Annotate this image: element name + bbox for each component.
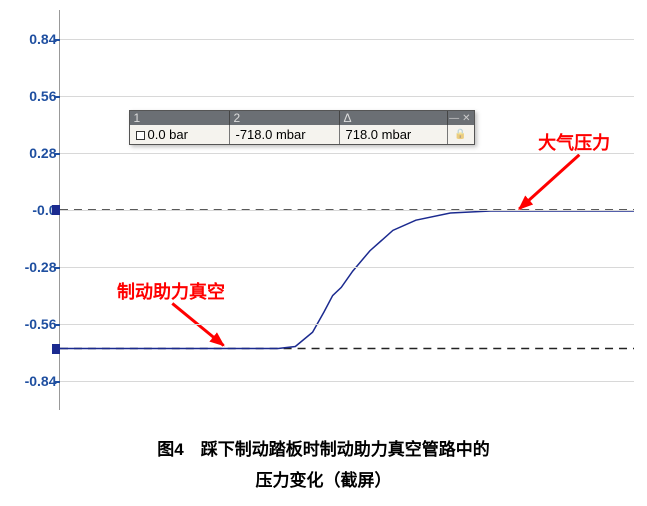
panel-value-text: -718.0 mbar <box>236 127 306 142</box>
axis-marker <box>52 205 60 215</box>
panel-header-cell: 2 <box>230 111 340 125</box>
series-swatch-icon <box>136 131 145 140</box>
y-tick-mark <box>54 39 60 41</box>
annotation-arrow <box>519 155 579 209</box>
y-tick-label: 0.84 <box>29 31 56 47</box>
plot-area: 大气压力制动助力真空 1 0.0 bar 2 -718.0 mbar Δ 718.0 mba… <box>59 10 634 410</box>
y-tick-label: -0.56 <box>25 316 57 332</box>
panel-header-cell: 1 <box>130 111 230 125</box>
gridline-h <box>60 39 634 40</box>
annotation-label-atm: 大气压力 <box>538 129 610 155</box>
gridline-h <box>60 267 634 268</box>
gridline-h <box>60 210 634 211</box>
y-tick-mark <box>54 381 60 383</box>
measurement-panel[interactable]: 1 0.0 bar 2 -718.0 mbar Δ 718.0 mbar —✕ 🔒 <box>129 110 475 145</box>
close-icon[interactable]: ✕ <box>462 113 470 124</box>
y-tick-mark <box>54 267 60 269</box>
panel-value-text: 0.0 bar <box>148 127 188 142</box>
gridline-h <box>60 324 634 325</box>
y-tick-mark <box>54 324 60 326</box>
gridline-h <box>60 381 634 382</box>
axis-marker <box>52 344 60 354</box>
y-tick-label: 0.56 <box>29 88 56 104</box>
panel-value-cell: 0.0 bar <box>130 125 230 144</box>
y-tick-mark <box>54 153 60 155</box>
panel-value-text: 718.0 mbar <box>346 127 412 142</box>
annotation-label-vac: 制动助力真空 <box>117 278 225 304</box>
chart-container: 0.840.560.28-0.0-0.28-0.56-0.84 大气压力制动助力… <box>14 10 634 410</box>
caption-line1: 图4 踩下制动踏板时制动助力真空管路中的 <box>10 435 637 466</box>
panel-header-cell: Δ <box>340 111 448 125</box>
minimize-icon[interactable]: — <box>449 113 459 124</box>
y-tick-label: -0.84 <box>25 373 57 389</box>
panel-value-cell: -718.0 mbar <box>230 125 340 144</box>
panel-value-cell: 718.0 mbar <box>340 125 448 144</box>
y-tick-label: -0.28 <box>25 259 57 275</box>
caption-line2: 压力变化（截屏） <box>10 466 637 497</box>
y-tick-mark <box>54 96 60 98</box>
lock-icon[interactable]: 🔒 <box>454 129 466 140</box>
y-tick-label: 0.28 <box>29 145 56 161</box>
figure-caption: 图4 踩下制动踏板时制动助力真空管路中的 压力变化（截屏） <box>10 435 637 496</box>
gridline-h <box>60 96 634 97</box>
